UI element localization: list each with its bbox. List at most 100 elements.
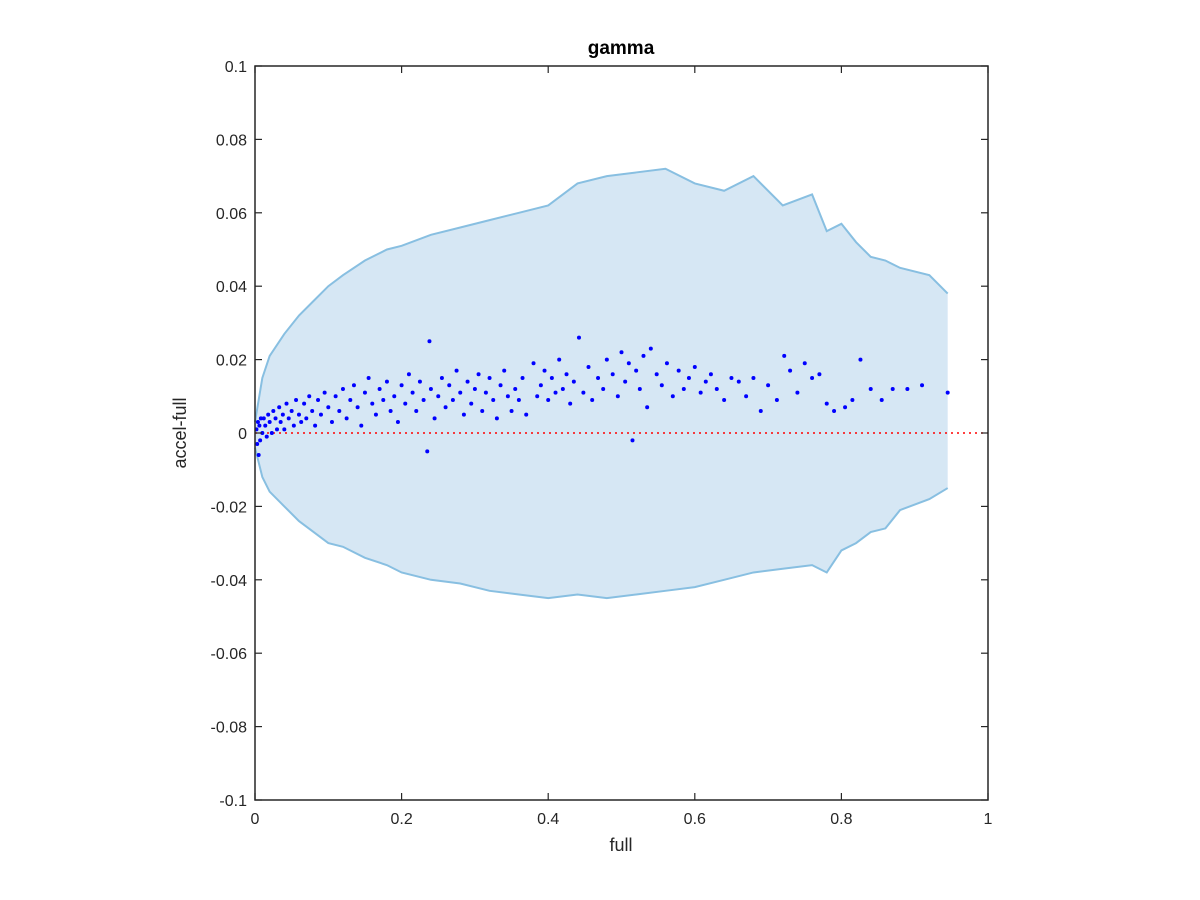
data-point (273, 416, 278, 421)
data-point (615, 394, 620, 399)
data-point (333, 394, 338, 399)
data-point (417, 379, 422, 384)
data-point (586, 364, 591, 369)
data-point (399, 383, 404, 388)
data-point (351, 383, 356, 388)
y-axis-label: accel-full (170, 397, 190, 468)
data-point (388, 408, 393, 413)
data-point (645, 405, 650, 410)
data-point (698, 390, 703, 395)
band-area (255, 168, 948, 599)
data-point (664, 361, 669, 366)
data-point (531, 361, 536, 366)
data-point (461, 412, 466, 417)
data-point (751, 375, 756, 380)
data-point (571, 379, 576, 384)
data-point (322, 390, 327, 395)
data-point (302, 401, 307, 406)
data-point (654, 372, 659, 377)
data-point (670, 394, 675, 399)
y-tick-label: 0.1 (225, 59, 247, 76)
data-point (316, 397, 321, 402)
data-point (271, 408, 276, 413)
data-point (427, 339, 432, 344)
data-point (890, 386, 895, 391)
data-point (879, 397, 884, 402)
data-point (905, 386, 910, 391)
data-point (472, 386, 477, 391)
data-point (310, 408, 315, 413)
data-point (868, 386, 873, 391)
data-point (282, 427, 287, 432)
data-point (810, 375, 815, 380)
data-point (260, 431, 265, 435)
data-point (648, 346, 653, 351)
data-point (630, 438, 635, 443)
data-point (454, 368, 459, 373)
data-point (581, 390, 586, 395)
data-point (355, 405, 360, 410)
data-point (553, 390, 558, 395)
data-point (714, 386, 719, 391)
data-point (421, 397, 426, 402)
data-point (782, 353, 787, 358)
data-point (465, 379, 470, 384)
data-point (425, 449, 430, 454)
y-tick-label: 0.04 (216, 279, 247, 296)
data-point (524, 412, 529, 417)
data-point (843, 405, 848, 410)
data-point (362, 390, 367, 395)
data-point (516, 397, 521, 402)
data-point (542, 368, 547, 373)
data-point (703, 379, 708, 384)
data-point (458, 390, 463, 395)
x-tick-label: 0.6 (684, 811, 706, 828)
data-point (601, 386, 606, 391)
data-point (370, 401, 375, 406)
data-point (264, 434, 269, 439)
data-point (296, 412, 301, 417)
data-point (817, 372, 822, 377)
data-point (604, 357, 609, 362)
data-point (277, 405, 282, 410)
data-point (326, 405, 331, 410)
data-point (428, 386, 433, 391)
data-point (686, 375, 691, 380)
data-point (758, 408, 763, 413)
data-point (269, 431, 274, 435)
x-axis-label: full (609, 835, 632, 855)
y-tick-label: -0.02 (211, 499, 248, 516)
data-point (274, 427, 279, 432)
data-point (469, 401, 474, 406)
data-point (483, 390, 488, 395)
data-point (802, 361, 807, 366)
data-point (708, 372, 713, 377)
confidence-band (254, 167, 949, 600)
data-point (294, 397, 299, 402)
data-point (850, 397, 855, 402)
data-point (414, 408, 419, 413)
data-point (307, 394, 312, 399)
data-point (258, 416, 263, 421)
y-tick-label: 0.08 (216, 132, 247, 149)
data-point (824, 401, 829, 406)
data-point (289, 408, 294, 413)
data-point (381, 397, 386, 402)
data-point (304, 416, 309, 421)
scatter-points (254, 335, 950, 458)
chart-title: gamma (588, 38, 655, 59)
data-point (436, 394, 441, 399)
data-point (494, 416, 499, 421)
data-point (498, 383, 503, 388)
x-tick-label: 0.4 (537, 811, 559, 828)
data-point (692, 364, 697, 369)
data-point (766, 383, 771, 388)
x-tick-label: 0.8 (830, 811, 852, 828)
data-point (505, 394, 510, 399)
data-point (280, 412, 285, 417)
band-upper-edge (254, 167, 949, 423)
data-point (596, 375, 601, 380)
data-point (366, 375, 371, 380)
data-point (564, 372, 569, 377)
data-point (337, 408, 342, 413)
